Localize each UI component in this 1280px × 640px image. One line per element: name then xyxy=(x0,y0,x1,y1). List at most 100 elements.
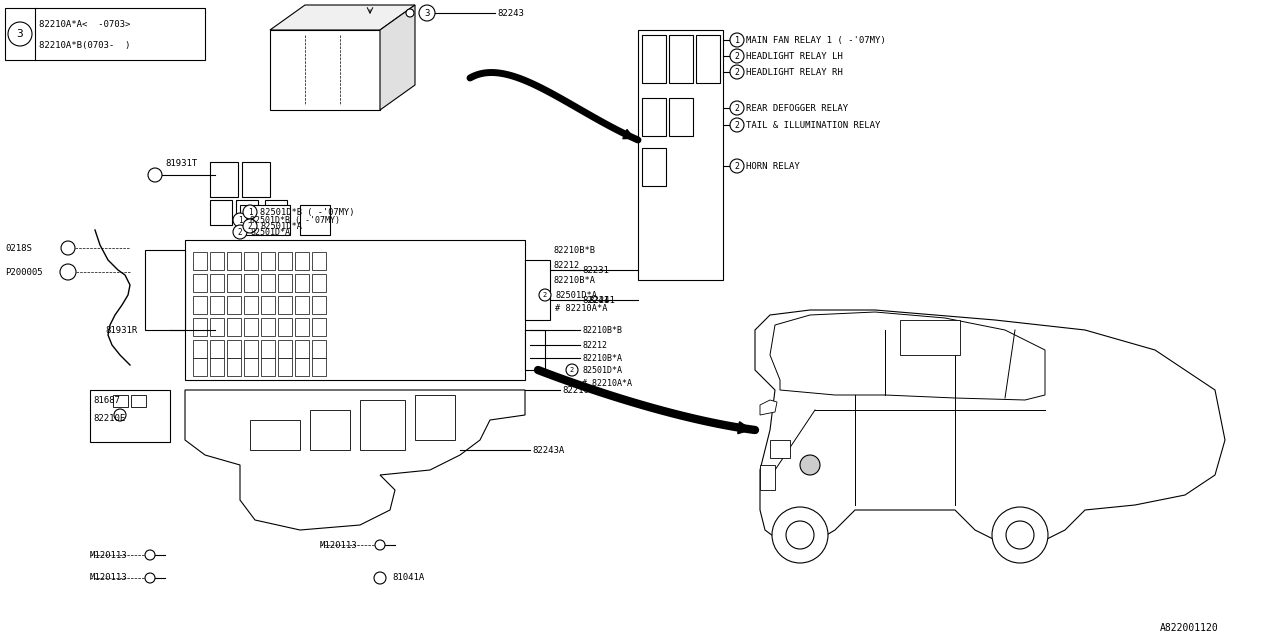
Circle shape xyxy=(243,205,257,219)
Bar xyxy=(312,340,326,358)
Text: 1: 1 xyxy=(238,216,242,225)
Circle shape xyxy=(730,101,744,115)
Bar xyxy=(261,252,275,270)
Bar xyxy=(261,274,275,292)
Polygon shape xyxy=(270,30,380,110)
Text: 0218S: 0218S xyxy=(5,243,32,253)
Text: # 82210A*A: # 82210A*A xyxy=(556,303,608,312)
Text: 82210E: 82210E xyxy=(93,413,125,422)
Circle shape xyxy=(566,364,579,376)
Circle shape xyxy=(406,9,413,17)
Text: 82210B*A: 82210B*A xyxy=(582,353,622,362)
Text: 82501D*B ( -'07MY): 82501D*B ( -'07MY) xyxy=(250,216,340,225)
Bar xyxy=(278,340,292,358)
Text: P200005: P200005 xyxy=(5,268,42,276)
Bar xyxy=(244,358,259,376)
Text: 82212: 82212 xyxy=(553,260,580,269)
Bar xyxy=(193,252,207,270)
Circle shape xyxy=(800,455,820,475)
Bar xyxy=(278,318,292,336)
Text: 82241: 82241 xyxy=(582,296,609,305)
Bar xyxy=(210,274,224,292)
Text: M120113: M120113 xyxy=(90,550,128,559)
Bar xyxy=(637,30,723,280)
Bar xyxy=(193,274,207,292)
Text: HEADLIGHT RELAY LH: HEADLIGHT RELAY LH xyxy=(746,51,842,61)
Circle shape xyxy=(8,22,32,46)
Bar xyxy=(643,98,666,136)
Circle shape xyxy=(375,540,385,550)
Text: 82210B*A: 82210B*A xyxy=(553,275,595,285)
Circle shape xyxy=(60,264,76,280)
Bar xyxy=(227,296,241,314)
Text: 2: 2 xyxy=(735,104,740,113)
Bar xyxy=(696,35,721,83)
Text: 82210A*A<  -0703>: 82210A*A< -0703> xyxy=(38,19,131,29)
Bar xyxy=(210,200,232,225)
Bar xyxy=(643,148,666,186)
Circle shape xyxy=(233,213,247,227)
Bar xyxy=(227,318,241,336)
Text: 82210B*B: 82210B*B xyxy=(553,246,595,255)
Bar xyxy=(193,318,207,336)
Bar xyxy=(415,395,454,440)
Circle shape xyxy=(1006,521,1034,549)
Bar xyxy=(760,465,774,490)
Polygon shape xyxy=(270,5,415,30)
Bar xyxy=(900,320,960,355)
Bar xyxy=(236,200,259,225)
Text: 82241: 82241 xyxy=(588,296,614,305)
Bar xyxy=(261,296,275,314)
Circle shape xyxy=(374,572,387,584)
Polygon shape xyxy=(771,312,1044,400)
Text: 2: 2 xyxy=(543,292,547,298)
Bar xyxy=(242,162,270,197)
Bar xyxy=(312,252,326,270)
Bar xyxy=(360,400,404,450)
Bar xyxy=(261,358,275,376)
Bar xyxy=(193,358,207,376)
Bar xyxy=(244,340,259,358)
Text: 82501D*A: 82501D*A xyxy=(260,221,302,230)
Circle shape xyxy=(419,5,435,21)
Bar xyxy=(210,296,224,314)
Text: 81931T: 81931T xyxy=(165,159,197,168)
Text: 2: 2 xyxy=(735,161,740,170)
Bar xyxy=(312,318,326,336)
Bar xyxy=(244,318,259,336)
Text: 82210A*B(0703-  ): 82210A*B(0703- ) xyxy=(38,40,131,49)
Bar xyxy=(669,98,692,136)
Text: HEADLIGHT RELAY RH: HEADLIGHT RELAY RH xyxy=(746,67,842,77)
Bar xyxy=(265,200,287,225)
Bar xyxy=(261,318,275,336)
Text: 2: 2 xyxy=(238,227,242,237)
Text: 82501D*B ( -'07MY): 82501D*B ( -'07MY) xyxy=(260,207,355,216)
Text: 82501D*A: 82501D*A xyxy=(250,227,291,237)
Text: 2: 2 xyxy=(735,120,740,129)
Text: 2: 2 xyxy=(570,367,575,373)
Circle shape xyxy=(730,49,744,63)
Bar xyxy=(244,296,259,314)
Text: 82210B*B: 82210B*B xyxy=(582,326,622,335)
Circle shape xyxy=(243,219,257,233)
Bar xyxy=(241,205,291,235)
Bar xyxy=(131,395,146,407)
Bar xyxy=(210,162,238,197)
Bar xyxy=(278,358,292,376)
Bar xyxy=(210,340,224,358)
Text: REAR DEFOGGER RELAY: REAR DEFOGGER RELAY xyxy=(746,104,849,113)
Bar xyxy=(300,205,330,235)
Circle shape xyxy=(233,225,247,239)
Bar xyxy=(90,390,170,442)
Circle shape xyxy=(114,409,125,421)
Bar xyxy=(294,296,308,314)
Text: MAIN FAN RELAY 1 ( -'07MY): MAIN FAN RELAY 1 ( -'07MY) xyxy=(746,35,886,45)
Circle shape xyxy=(730,159,744,173)
Text: 82501D*A: 82501D*A xyxy=(556,291,596,300)
Bar xyxy=(186,240,525,380)
Bar xyxy=(669,35,692,83)
Text: 82231: 82231 xyxy=(582,266,609,275)
Text: TAIL & ILLUMINATION RELAY: TAIL & ILLUMINATION RELAY xyxy=(746,120,881,129)
Text: 82210D: 82210D xyxy=(562,385,594,394)
Circle shape xyxy=(148,168,163,182)
